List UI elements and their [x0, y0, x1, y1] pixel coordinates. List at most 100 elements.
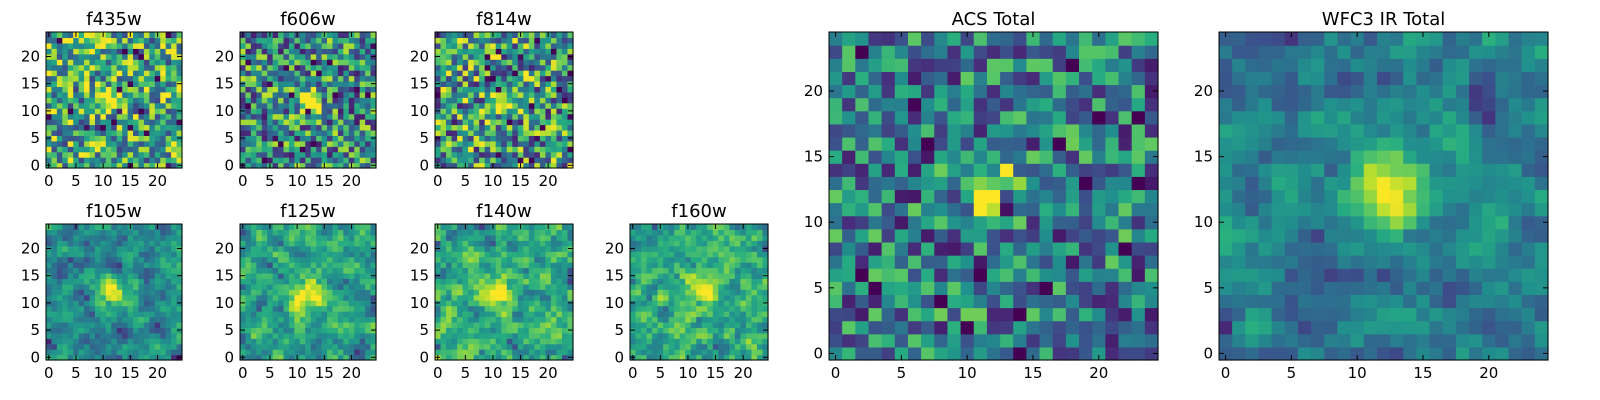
heatmap-cell	[729, 224, 736, 231]
heatmap-cell	[337, 124, 344, 131]
heatmap-cell	[46, 86, 53, 93]
heatmap-cell	[446, 119, 453, 126]
heatmap-cell	[160, 113, 167, 120]
heatmap-cell	[154, 108, 161, 115]
heatmap-cell	[116, 289, 123, 296]
heatmap-cell	[934, 176, 949, 191]
heatmap-cell	[842, 241, 856, 256]
heatmap-cell	[122, 70, 129, 77]
heatmap-cell	[668, 240, 675, 247]
heatmap-cell	[67, 108, 74, 115]
heatmap-cell	[501, 70, 508, 77]
heatmap-cell	[370, 316, 377, 323]
heatmap-cell	[267, 316, 274, 323]
heatmap-cell	[685, 305, 692, 312]
heatmap-cell	[250, 119, 257, 126]
heatmap-cell	[539, 119, 546, 126]
heatmap-cell	[668, 245, 675, 252]
heatmap-cell	[100, 86, 107, 93]
heatmap-cell	[479, 289, 486, 296]
heatmap-cell	[440, 245, 447, 252]
heatmap-cell	[556, 64, 563, 71]
heatmap-cell	[138, 162, 145, 169]
heatmap-cell	[556, 311, 563, 318]
heatmap-cell	[133, 37, 140, 44]
heatmap-cell	[105, 32, 112, 39]
heatmap-cell	[685, 338, 692, 345]
heatmap-cell	[685, 311, 692, 318]
heatmap-cell	[160, 267, 167, 274]
heatmap-cell	[46, 240, 53, 247]
heatmap-cell	[635, 256, 642, 263]
heatmap-cell	[641, 224, 648, 231]
heatmap-cell	[138, 327, 145, 334]
heatmap-cell	[723, 349, 730, 356]
heatmap-cells	[46, 32, 183, 169]
heatmap-cell	[122, 97, 129, 104]
heatmap-cell	[278, 113, 285, 120]
heatmap-cell	[288, 224, 295, 231]
heatmap-cell	[267, 53, 274, 60]
heatmap-cell	[359, 140, 366, 147]
heatmap-cell	[484, 119, 491, 126]
heatmap-cell	[272, 278, 279, 285]
heatmap-cell	[641, 332, 648, 339]
heatmap-cell	[523, 338, 530, 345]
heatmap-cell	[729, 262, 736, 269]
heatmap-cell	[751, 224, 758, 231]
heatmap-cell	[718, 305, 725, 312]
heatmap-cell	[517, 229, 524, 236]
heatmap-cell	[171, 343, 178, 350]
heatmap-cell	[473, 59, 480, 66]
heatmap-cell	[51, 338, 58, 345]
heatmap-cell	[506, 327, 513, 334]
heatmap-cell	[1065, 346, 1080, 361]
heatmap-cell	[78, 305, 85, 312]
heatmap-cell	[561, 251, 569, 258]
heatmap-cell	[567, 278, 574, 285]
heatmap-cell	[365, 316, 372, 323]
heatmap-cell	[316, 305, 323, 312]
heatmap-cell	[343, 37, 350, 44]
heatmap-cell	[457, 283, 464, 290]
heatmap-cell	[1065, 241, 1080, 256]
heatmap-cell	[165, 37, 172, 44]
heatmap-cell	[473, 245, 480, 252]
heatmap-cell	[56, 251, 63, 258]
heatmap-cell	[550, 321, 558, 328]
heatmap-cell	[154, 135, 161, 142]
heatmap-cell	[707, 256, 714, 263]
heatmap-cell	[56, 349, 63, 356]
heatmap-cell	[294, 321, 301, 328]
heatmap-cell	[517, 278, 524, 285]
heatmap-cell	[484, 245, 491, 252]
heatmap-cell	[881, 281, 896, 295]
heatmap-cell	[67, 256, 74, 263]
heatmap-cell	[62, 135, 69, 142]
heatmap-cell	[122, 321, 129, 328]
heatmap-cell	[337, 157, 344, 164]
heatmap-cell	[729, 278, 736, 285]
heatmap-cell	[51, 75, 58, 82]
heatmap-cell	[756, 349, 764, 356]
heatmap-cell	[111, 146, 118, 153]
heatmap-cell	[479, 294, 486, 301]
heatmap-cell	[528, 91, 535, 98]
y-tick-label: 5	[419, 129, 429, 147]
heatmap-cell	[272, 119, 279, 126]
heatmap-cell	[646, 300, 653, 307]
heatmap-cell	[240, 262, 247, 269]
heatmap-cell	[343, 272, 350, 279]
heatmap-cell	[641, 234, 648, 241]
heatmap-cell	[305, 316, 312, 323]
heatmap-cell	[468, 162, 475, 169]
heatmap-cell	[327, 240, 334, 247]
heatmap-cell	[359, 97, 366, 104]
heatmap-cell	[133, 311, 140, 318]
heatmap-cell	[133, 267, 140, 274]
heatmap-cell	[534, 162, 541, 169]
heatmap-cell	[51, 135, 58, 142]
heatmap-cell	[250, 48, 257, 55]
heatmap-cell	[332, 311, 339, 318]
heatmap-cell	[473, 267, 480, 274]
